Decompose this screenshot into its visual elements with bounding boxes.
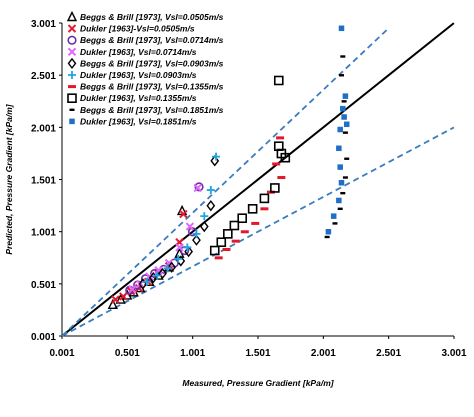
legend-marker-1 <box>67 24 77 33</box>
data-point-series-2 <box>194 182 204 192</box>
data-point-series-1 <box>111 295 120 304</box>
data-point-series-9 <box>336 145 342 152</box>
y-tick-label: 2.001 <box>31 123 56 134</box>
data-point-series-4 <box>199 220 209 233</box>
legend-label-4: Beggs & Brill [1973], Vsl=0.0903m/s <box>80 58 224 68</box>
y-axis-title: Predicted, Pressure Gradient [kPa/m] <box>4 103 14 254</box>
data-point-series-5 <box>174 254 183 263</box>
data-point-series-1 <box>119 292 128 301</box>
data-point-series-9 <box>343 121 350 128</box>
data-point-series-7 <box>229 220 240 231</box>
legend-marker-2 <box>67 35 77 45</box>
legend-marker-5 <box>68 71 76 79</box>
data-point-series-9 <box>338 179 345 186</box>
data-point-series-5 <box>192 229 201 238</box>
y-tick-label: 1.001 <box>31 228 56 239</box>
y-tick-label: 1.501 <box>31 176 56 187</box>
data-point-series-9 <box>341 114 347 120</box>
data-point-series-3 <box>128 284 137 294</box>
x-axis-title: Measured, Pressure Gradient [kPa/m] <box>182 378 334 388</box>
data-point-series-5 <box>153 271 162 280</box>
x-tick-label: 2.501 <box>376 348 401 359</box>
x-tick-label: 0.501 <box>115 348 140 359</box>
data-point-series-5 <box>206 186 215 195</box>
data-point-series-4 <box>184 245 194 258</box>
y-tick-label: 0.001 <box>31 332 56 343</box>
x-tick-label: 3.001 <box>441 348 466 359</box>
legend-label-0: Beggs & Brill [1973], Vsl=0.0505m/s <box>80 12 224 22</box>
legend-label-9: Dukler [1963], Vsl=0.1851m/s <box>80 116 197 126</box>
data-point-series-9 <box>342 93 349 99</box>
data-point-series-4 <box>210 155 220 167</box>
data-point-series-7 <box>209 245 220 256</box>
legend-marker-4 <box>67 57 77 70</box>
data-point-series-9 <box>330 213 337 219</box>
legend-marker-0 <box>66 10 78 22</box>
y-tick-label: 2.501 <box>31 71 56 82</box>
legend-label-1: Dukler [1963]-Vsl=0.0505m/s <box>80 24 195 34</box>
legend-label-7: Dukler [1963], Vsl=0.1355m/s <box>80 93 197 103</box>
data-point-series-9 <box>340 105 346 112</box>
data-point-series-9 <box>338 25 345 32</box>
data-point-series-4 <box>167 261 177 273</box>
data-point-series-4 <box>192 234 201 246</box>
legend-label-2: Beggs & Brill [1973], Vsl=0.0714m/s <box>80 35 224 45</box>
data-point-series-7 <box>247 204 258 214</box>
parity-line <box>61 22 455 337</box>
deviation-line-1 <box>61 27 390 337</box>
y-tick-label: 0.501 <box>31 280 56 291</box>
tick-labels: 0.001 0.501 1.001 1.501 2.001 2.501 3.001 0.001… <box>31 19 467 359</box>
data-point-series-3 <box>154 266 163 275</box>
data-point-series-7 <box>259 193 270 204</box>
data-point-series-7 <box>280 152 291 163</box>
data-point-series-5 <box>212 152 221 161</box>
data-point-series-4 <box>158 267 167 280</box>
data-point-series-4 <box>206 200 216 212</box>
legend-marker-3 <box>67 47 77 57</box>
legend-marker-7 <box>67 93 77 103</box>
data-points <box>107 25 350 310</box>
data-point-series-3 <box>193 183 202 193</box>
data-point-series-9 <box>325 229 332 235</box>
x-tick-label: 2.001 <box>311 348 336 359</box>
legend-label-5: Dukler [1963], Vsl=0.0903m/s <box>80 70 197 80</box>
data-point-series-7 <box>216 237 227 248</box>
x-tick-label: 0.001 <box>49 348 74 359</box>
data-point-series-5 <box>163 264 172 273</box>
data-point-series-7 <box>237 213 247 224</box>
legend: Beggs & Brill [1973], Vsl=0.0505m/s Dukle… <box>66 10 224 126</box>
data-point-series-9 <box>337 126 343 133</box>
legend-label-3: Dukler [1963], Vsl=0.0714m/s <box>80 47 197 57</box>
data-point-series-5 <box>142 277 151 286</box>
data-point-series-9 <box>336 197 342 204</box>
legend-label-6: Beggs & Brill [1973], Vsl=0.1355m/s <box>80 82 224 92</box>
data-point-series-5 <box>200 212 209 221</box>
data-point-series-7 <box>223 229 233 239</box>
data-point-series-3 <box>175 243 184 252</box>
legend-label-8: Beggs & Brill [1973], Vsl=0.1851m/s <box>80 105 224 115</box>
data-point-series-5 <box>183 243 192 252</box>
data-point-series-3 <box>185 222 195 231</box>
data-point-series-3 <box>164 258 174 268</box>
legend-marker-9 <box>69 118 75 125</box>
data-point-series-0 <box>107 298 118 310</box>
data-point-series-7 <box>270 183 280 193</box>
x-tick-label: 1.501 <box>245 348 270 359</box>
data-point-series-7 <box>273 75 284 86</box>
y-tick-label: 3.001 <box>31 19 56 30</box>
deviation-line-2 <box>61 126 455 337</box>
data-point-series-1 <box>179 209 188 219</box>
axes <box>59 22 455 339</box>
x-tick-label: 1.001 <box>180 348 205 359</box>
reference-lines <box>61 22 455 337</box>
data-point-series-9 <box>337 164 343 170</box>
